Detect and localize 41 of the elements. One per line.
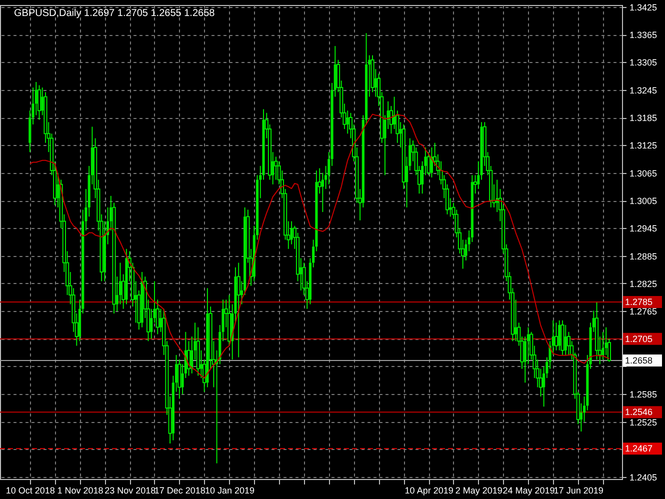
- x-tick-label: 10 Apr 2019: [404, 486, 454, 496]
- candlestick: [274, 156, 278, 180]
- candlestick: [564, 324, 567, 356]
- ref-line-label: 1.2705: [625, 334, 653, 344]
- candlestick: [290, 220, 293, 245]
- y-tick-label: 1.3365: [630, 30, 658, 40]
- x-tick-label: 17 Jun 2019: [554, 486, 604, 496]
- candlestick: [236, 262, 240, 358]
- y-tick-label: 1.3245: [630, 85, 658, 96]
- ref-line-label: 1.2658: [625, 356, 653, 366]
- y-tick-label: 1.2825: [630, 279, 658, 289]
- x-tick-label: 24 May 2019: [502, 486, 555, 496]
- y-tick-label: 1.2405: [630, 472, 658, 483]
- ref-line-label: 1.2785: [625, 296, 653, 307]
- y-tick-label: 1.3125: [630, 140, 658, 151]
- y-tick-label: 1.3425: [630, 2, 658, 12]
- candlestick: [37, 84, 42, 120]
- y-tick-label: 1.3005: [630, 196, 658, 206]
- x-tick-label: 10 Jan 2019: [204, 486, 255, 496]
- y-tick-label: 1.2585: [630, 390, 658, 400]
- candlestick: [346, 110, 349, 134]
- candlestick: [602, 331, 604, 360]
- y-tick-label: 1.2525: [630, 417, 658, 428]
- y-tick-label: 1.2885: [630, 251, 658, 262]
- x-tick-label: 23 Nov 2018: [104, 486, 156, 496]
- x-tick-label: 1 Nov 2018: [57, 486, 104, 496]
- y-tick-label: 1.3305: [630, 58, 658, 68]
- chart-title: GBPUSD,Daily 1.2697 1.2705 1.2655 1.2658: [14, 8, 216, 19]
- y-tick-label: 1.2945: [630, 224, 658, 234]
- x-tick-label: 17 Dec 2018: [154, 486, 206, 496]
- ref-line-label: 1.2467: [625, 444, 653, 454]
- y-tick-label: 1.2765: [630, 306, 658, 317]
- y-tick-label: 1.3065: [630, 168, 658, 178]
- candlestick: [554, 322, 558, 351]
- x-tick-label: 2 May 2019: [455, 486, 502, 496]
- y-tick-label: 1.3185: [630, 113, 658, 124]
- candlestick: [178, 359, 182, 400]
- ref-line-label: 1.2546: [625, 407, 653, 418]
- candlestick: [558, 320, 561, 351]
- candlestick: [426, 152, 430, 176]
- x-tick-label: 10 Oct 2018: [6, 486, 55, 496]
